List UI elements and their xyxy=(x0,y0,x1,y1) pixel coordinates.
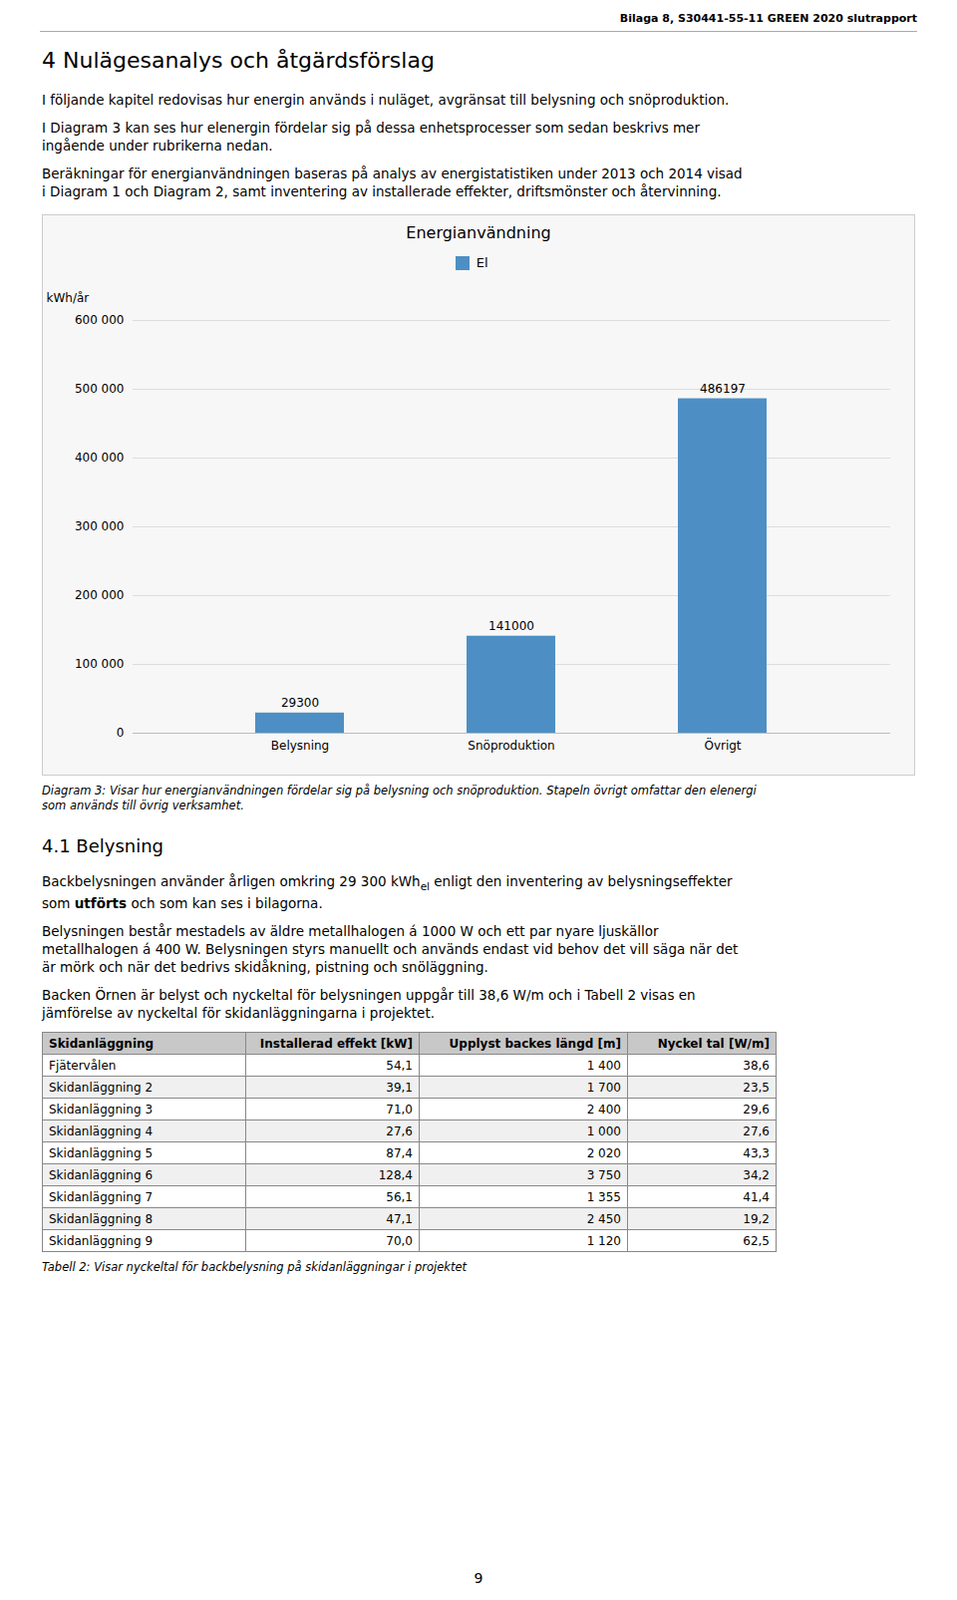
svg-text:Belysning: Belysning xyxy=(271,738,329,753)
html-text:1 400: 1 400 xyxy=(586,1058,622,1073)
svg-text:400 000: 400 000 xyxy=(74,450,125,465)
html-text:Skidanläggning: Skidanläggning xyxy=(48,1036,154,1051)
svg-text:29300: 29300 xyxy=(281,695,319,710)
svg-text:200 000: 200 000 xyxy=(74,588,125,603)
html-text:43,3: 43,3 xyxy=(742,1146,770,1161)
html-text:Fjätervålen: Fjätervålen xyxy=(48,1058,117,1073)
html-text:Nyckel tal [W/m]: Nyckel tal [W/m] xyxy=(657,1036,770,1051)
html-text:27,6: 27,6 xyxy=(742,1124,770,1139)
html-text:Skidanläggning 5: Skidanläggning 5 xyxy=(48,1146,153,1161)
html-text:metallhalogen á 400 W. Belysni: metallhalogen á 400 W. Belysningen styrs… xyxy=(41,941,739,958)
svg-text:600 000: 600 000 xyxy=(74,313,125,327)
html-text:Backbelysningen använder årlig: Backbelysningen använder årligen omkring… xyxy=(41,872,733,892)
html-text:Belysningen består mestadels a: Belysningen består mestadels av äldre me… xyxy=(41,923,659,940)
svg-text:100 000: 100 000 xyxy=(74,656,125,671)
html-text:El: El xyxy=(476,255,489,271)
html-text:34,2: 34,2 xyxy=(742,1168,770,1182)
html-text:29,6: 29,6 xyxy=(742,1102,770,1117)
html-text:71,0: 71,0 xyxy=(386,1102,413,1117)
html-text:2 400: 2 400 xyxy=(586,1102,622,1117)
svg-text:Snöproduktion: Snöproduktion xyxy=(467,738,555,753)
html-text:1 355: 1 355 xyxy=(586,1189,622,1204)
html-text:Backen Örnen är belyst och nyc: Backen Örnen är belyst och nyckeltal för… xyxy=(41,987,696,1004)
html-text:Installerad effekt [kW]: Installerad effekt [kW] xyxy=(259,1036,413,1051)
svg-text:500 000: 500 000 xyxy=(74,381,125,396)
html-text:I Diagram 3 kan ses hur elener: I Diagram 3 kan ses hur elenergin fördel… xyxy=(41,119,700,136)
html-text:Beräkningar för energianvändni: Beräkningar för energianvändningen baser… xyxy=(41,165,743,182)
html-text:Skidanläggning 6: Skidanläggning 6 xyxy=(48,1168,153,1182)
html-text:39,1: 39,1 xyxy=(386,1080,413,1095)
html-text:1 000: 1 000 xyxy=(586,1124,622,1139)
html-text:jämförelse av nyckeltal för sk: jämförelse av nyckeltal för skidanläggni… xyxy=(41,1005,435,1021)
html-text:Skidanläggning 2: Skidanläggning 2 xyxy=(48,1080,153,1095)
html-text:38,6: 38,6 xyxy=(742,1058,770,1073)
html-text:2 450: 2 450 xyxy=(586,1211,622,1226)
html-text:i Diagram 1 och Diagram 2, sam: i Diagram 1 och Diagram 2, samt inventer… xyxy=(41,183,722,200)
html-text:19,2: 19,2 xyxy=(742,1211,770,1226)
svg-text:0: 0 xyxy=(116,725,125,740)
html-text:Energianvändning: Energianvändning xyxy=(406,223,551,243)
html-text:47,1: 47,1 xyxy=(386,1211,413,1226)
html-text:som utförts och som kan ses i: som utförts och som kan ses i bilagorna. xyxy=(41,895,323,912)
svg-text:Övrigt: Övrigt xyxy=(703,736,741,753)
html-text:Skidanläggning 3: Skidanläggning 3 xyxy=(48,1102,153,1117)
html-text:3 750: 3 750 xyxy=(586,1168,622,1182)
html-text:4 Nulägesanalys och åtgärdsför: 4 Nulägesanalys och åtgärdsförslag xyxy=(41,47,435,73)
html-text:1 120: 1 120 xyxy=(586,1233,622,1248)
html-text:I följande kapitel redovisas h: I följande kapitel redovisas hur energin… xyxy=(41,91,730,108)
svg-text:141000: 141000 xyxy=(488,619,535,634)
html-text:som används till övrig verksam: som används till övrig verksamhet. xyxy=(41,797,245,812)
html-text:1 700: 1 700 xyxy=(586,1080,622,1095)
html-text:Skidanläggning 4: Skidanläggning 4 xyxy=(48,1124,153,1139)
html-text:56,1: 56,1 xyxy=(386,1189,413,1204)
html-text:Skidanläggning 8: Skidanläggning 8 xyxy=(48,1211,153,1226)
html-text:Diagram 3: Visar hur energianv: Diagram 3: Visar hur energianvändningen … xyxy=(41,783,757,798)
html-text:är mörk och när det bedrivs sk: är mörk och när det bedrivs skidåkning, … xyxy=(41,959,489,976)
html-text:87,4: 87,4 xyxy=(386,1146,413,1161)
html-text:128,4: 128,4 xyxy=(378,1168,413,1182)
html-text:Skidanläggning 7: Skidanläggning 7 xyxy=(48,1189,153,1204)
html-text:Tabell 2: Visar nyckeltal för: Tabell 2: Visar nyckeltal för backbelysn… xyxy=(41,1260,467,1275)
html-text:70,0: 70,0 xyxy=(386,1233,413,1248)
html-text:27,6: 27,6 xyxy=(386,1124,413,1139)
html-text:41,4: 41,4 xyxy=(742,1189,770,1204)
html-text:9: 9 xyxy=(474,1570,483,1587)
html-text:54,1: 54,1 xyxy=(386,1058,413,1073)
html-text:2 020: 2 020 xyxy=(586,1146,622,1161)
svg-text:486197: 486197 xyxy=(699,381,746,396)
html-text:4.1 Belysning: 4.1 Belysning xyxy=(41,834,164,856)
html-text:62,5: 62,5 xyxy=(742,1233,770,1248)
html-text:Bilaga 8, S30441-55-11 GREEN 2: Bilaga 8, S30441-55-11 GREEN 2020 slutra… xyxy=(619,11,918,25)
html-text:Skidanläggning 9: Skidanläggning 9 xyxy=(48,1233,153,1248)
svg-text:kWh/år: kWh/år xyxy=(46,291,90,306)
html-text:ingående under rubrikerna neda: ingående under rubrikerna nedan. xyxy=(41,137,273,154)
svg-text:300 000: 300 000 xyxy=(74,519,125,534)
html-text:Upplyst backes längd [m]: Upplyst backes längd [m] xyxy=(449,1036,622,1051)
html-text:23,5: 23,5 xyxy=(742,1080,770,1095)
